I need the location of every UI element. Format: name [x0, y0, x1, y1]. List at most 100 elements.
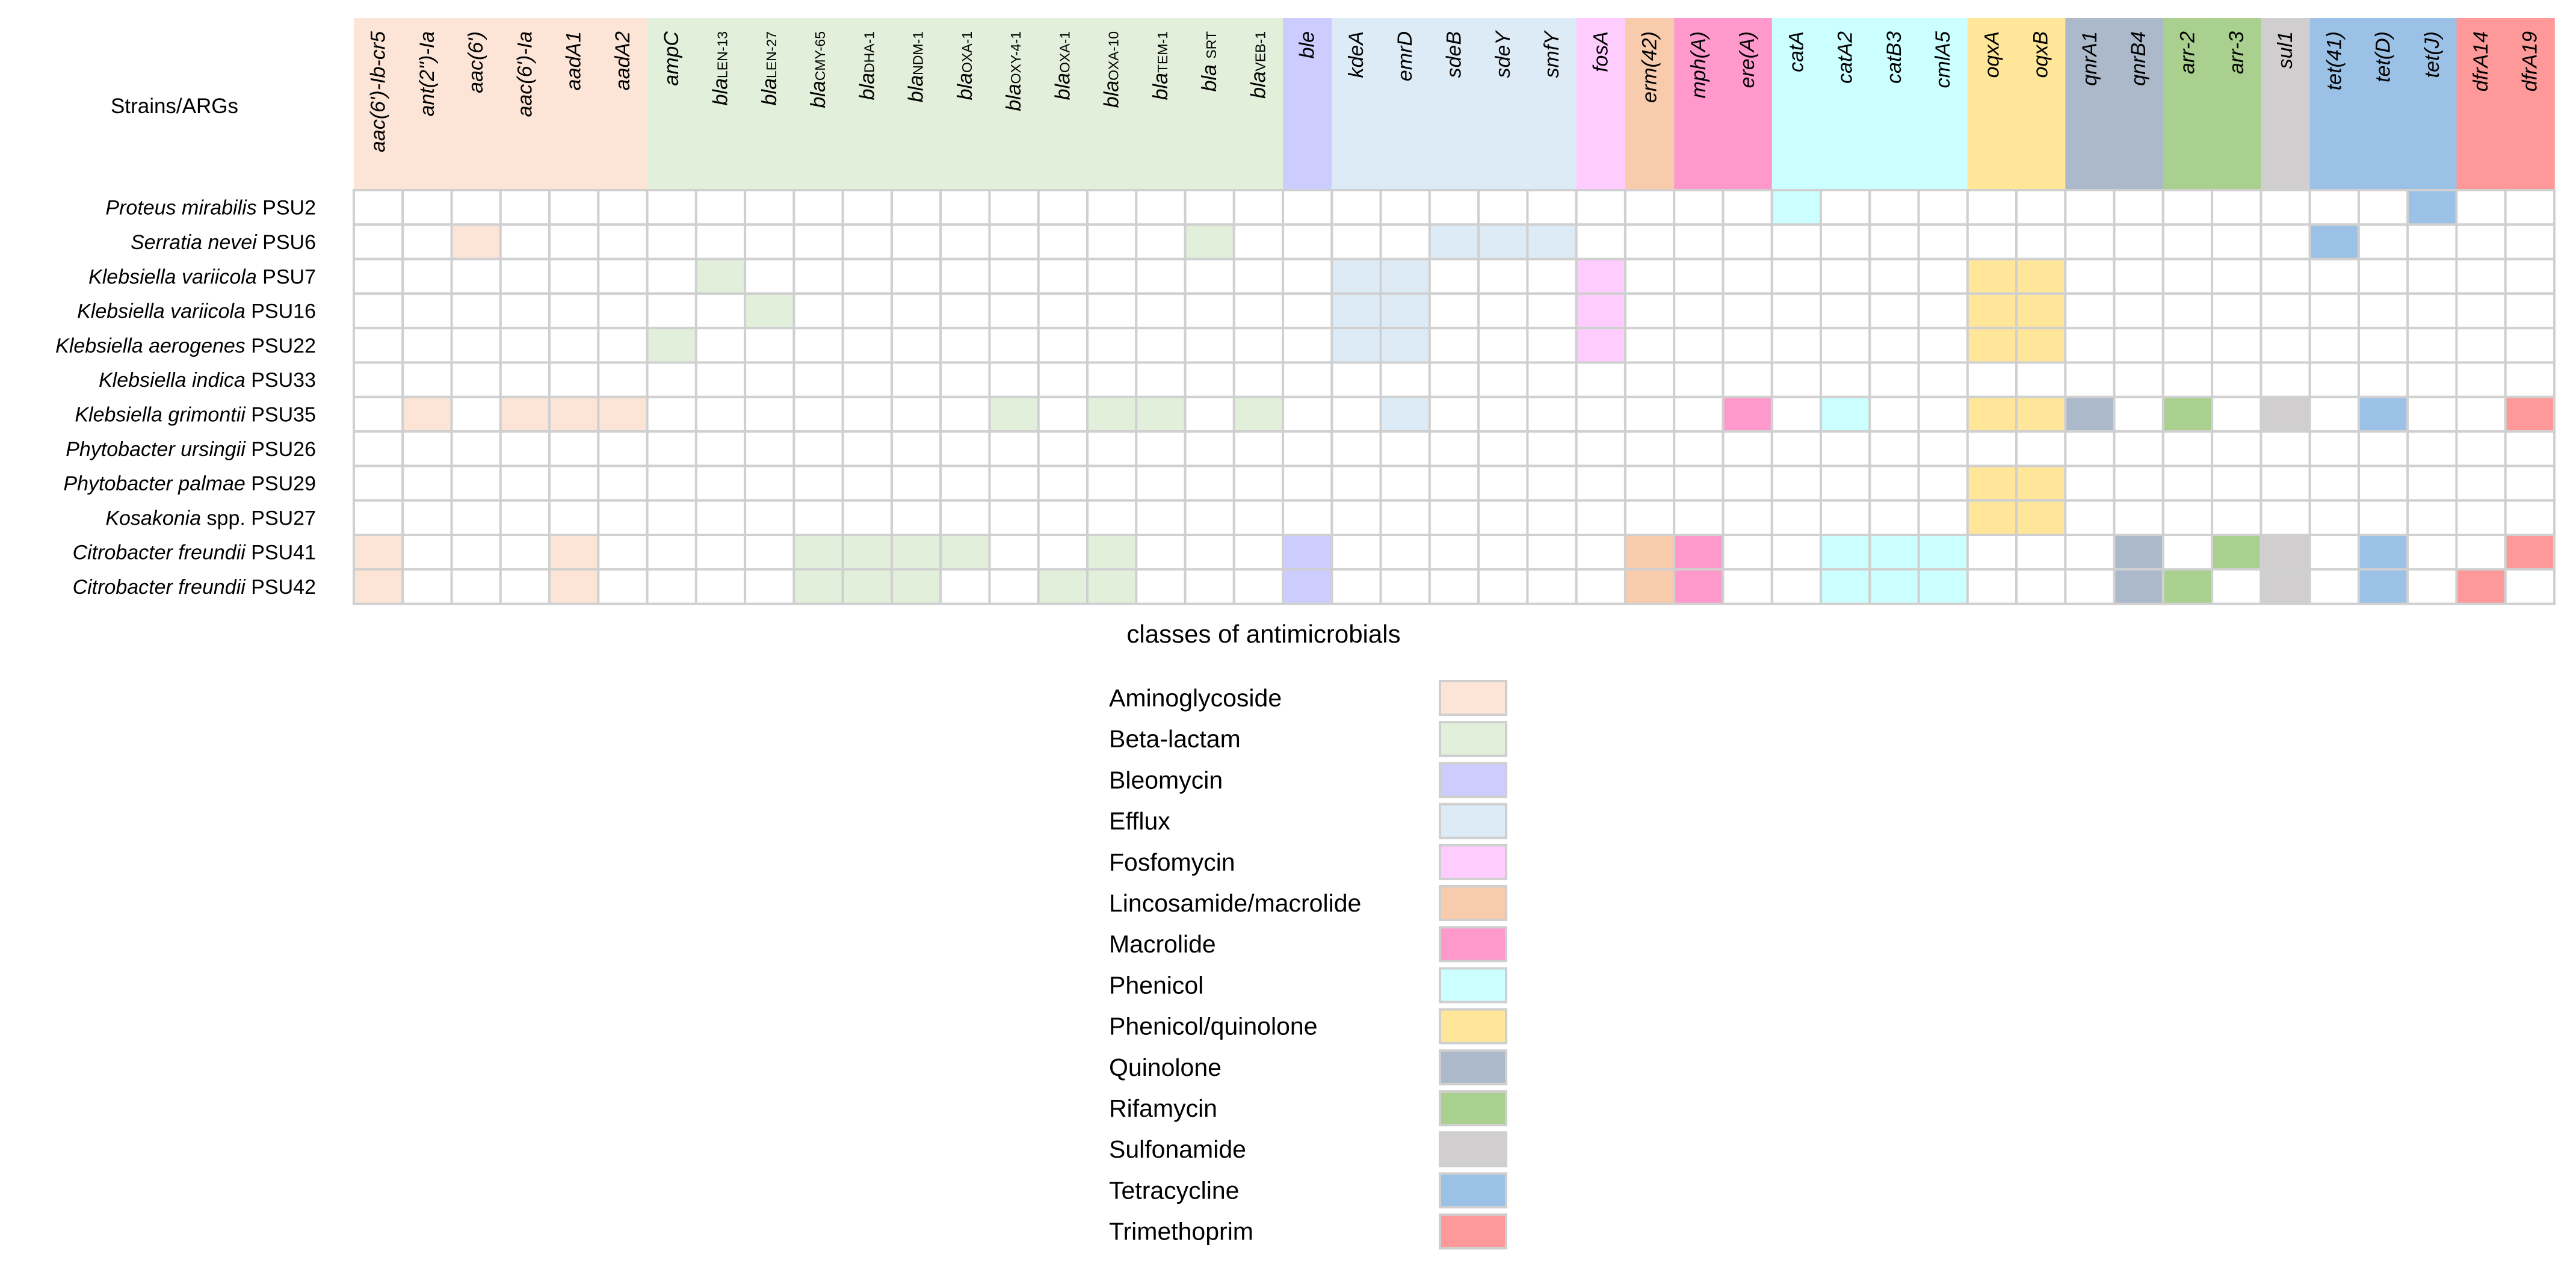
gene-present-cell: [1966, 258, 2018, 295]
gene-absent-cell: [2504, 499, 2556, 537]
gene-absent-cell: [2259, 430, 2311, 468]
gene-absent-cell: [1184, 464, 1235, 502]
gene-absent-cell: [2161, 327, 2214, 364]
gene-absent-cell: [401, 292, 453, 330]
gene-absent-cell: [2211, 327, 2262, 364]
strain-species: Serratia nevei: [131, 231, 258, 254]
gene-label: blaOXY-4-1: [1002, 31, 1025, 111]
gene-absent-cell: [646, 430, 697, 468]
gene-present-cell: [694, 258, 747, 295]
gene-absent-cell: [1428, 361, 1480, 398]
legend-label: Phenicol/quinolone: [1109, 1013, 1318, 1040]
gene-absent-cell: [2308, 327, 2360, 364]
gene-absent-cell: [1722, 189, 1773, 226]
legend-swatch: [1439, 762, 1507, 798]
strain-id: PSU42: [246, 576, 316, 599]
gene-header-band: [842, 18, 892, 190]
gene-present-cell: [1868, 534, 1920, 571]
gene-absent-cell: [2504, 361, 2556, 398]
gene-header-band: [2114, 18, 2164, 190]
gene-absent-cell: [2211, 430, 2262, 468]
gene-absent-cell: [841, 395, 893, 433]
gene-absent-cell: [2308, 499, 2360, 537]
strain-species: Klebsiella variicola: [77, 300, 246, 323]
gene-name: smfY: [1540, 30, 1563, 78]
gene-absent-cell: [841, 292, 893, 330]
gene-absent-cell: [1917, 189, 1969, 226]
gene-absent-cell: [792, 499, 844, 537]
gene-absent-cell: [988, 430, 1040, 468]
gene-absent-cell: [2064, 361, 2116, 398]
gene-absent-cell: [2064, 292, 2116, 330]
gene-header-band: [2163, 18, 2213, 190]
gene-present-cell: [1526, 223, 1578, 261]
gene-absent-cell: [1575, 395, 1626, 433]
gene-absent-cell: [2406, 223, 2458, 261]
gene-absent-cell: [2064, 189, 2116, 226]
gene-absent-cell: [1232, 292, 1285, 330]
gene-absent-cell: [1282, 430, 1333, 468]
gene-absent-cell: [694, 464, 747, 502]
gene-absent-cell: [939, 499, 991, 537]
gene-absent-cell: [1868, 189, 1920, 226]
gene-absent-cell: [1722, 568, 1773, 605]
gene-label: dfrA19: [2518, 31, 2541, 91]
gene-absent-cell: [1868, 223, 1920, 261]
gene-absent-cell: [353, 189, 404, 226]
gene-absent-cell: [744, 395, 795, 433]
presence-grid: [353, 189, 2556, 605]
gene-absent-cell: [1722, 499, 1773, 537]
gene-absent-cell: [646, 361, 697, 398]
gene-present-cell: [2357, 534, 2409, 571]
gene-absent-cell: [1868, 464, 1920, 502]
gene-absent-cell: [1917, 361, 1969, 398]
gene-absent-cell: [499, 258, 551, 295]
gene-absent-cell: [597, 258, 649, 295]
gene-absent-cell: [939, 292, 991, 330]
gene-absent-cell: [1770, 258, 1823, 295]
gene-present-cell: [1623, 568, 1676, 605]
gene-label: blaOXA-10: [1101, 31, 1123, 108]
gene-present-cell: [1379, 292, 1431, 330]
gene-name: arr-2: [2176, 31, 2199, 74]
gene-absent-cell: [890, 395, 942, 433]
gene-label: ant(2'')-Ia: [416, 31, 439, 116]
gene-present-cell: [2015, 395, 2067, 433]
gene-present-cell: [890, 534, 942, 571]
gene-absent-cell: [2211, 258, 2262, 295]
gene-absent-cell: [1379, 361, 1431, 398]
gene-subscript: LEN-27: [764, 31, 779, 78]
gene-absent-cell: [1428, 499, 1480, 537]
gene-absent-cell: [548, 361, 600, 398]
gene-subscript: TEM-1: [1155, 31, 1170, 73]
gene-name: catB3: [1883, 31, 1906, 84]
gene-absent-cell: [2161, 189, 2214, 226]
gene-absent-cell: [1037, 361, 1089, 398]
legend-label: Rifamycin: [1109, 1094, 1217, 1122]
gene-absent-cell: [1820, 189, 1871, 226]
gene-absent-cell: [841, 430, 893, 468]
gene-header-band: [354, 18, 404, 190]
gene-absent-cell: [1330, 464, 1382, 502]
gene-absent-cell: [1820, 464, 1871, 502]
gene-header-band: [1723, 18, 1773, 190]
gene-absent-cell: [499, 223, 551, 261]
gene-present-cell: [1086, 395, 1138, 433]
gene-absent-cell: [1868, 361, 1920, 398]
gene-absent-cell: [792, 223, 844, 261]
gene-absent-cell: [2064, 568, 2116, 605]
legend-swatch: [1439, 1008, 1507, 1045]
gene-absent-cell: [646, 464, 697, 502]
gene-absent-cell: [1232, 223, 1285, 261]
gene-absent-cell: [841, 499, 893, 537]
gene-absent-cell: [890, 223, 942, 261]
gene-present-cell: [1379, 327, 1431, 364]
gene-present-cell: [450, 223, 502, 261]
gene-absent-cell: [2504, 327, 2556, 364]
gene-absent-cell: [1770, 568, 1823, 605]
gene-header-band: [1087, 18, 1137, 190]
gene-name: bla: [1198, 59, 1221, 92]
gene-absent-cell: [1428, 568, 1480, 605]
gene-absent-cell: [1575, 568, 1626, 605]
